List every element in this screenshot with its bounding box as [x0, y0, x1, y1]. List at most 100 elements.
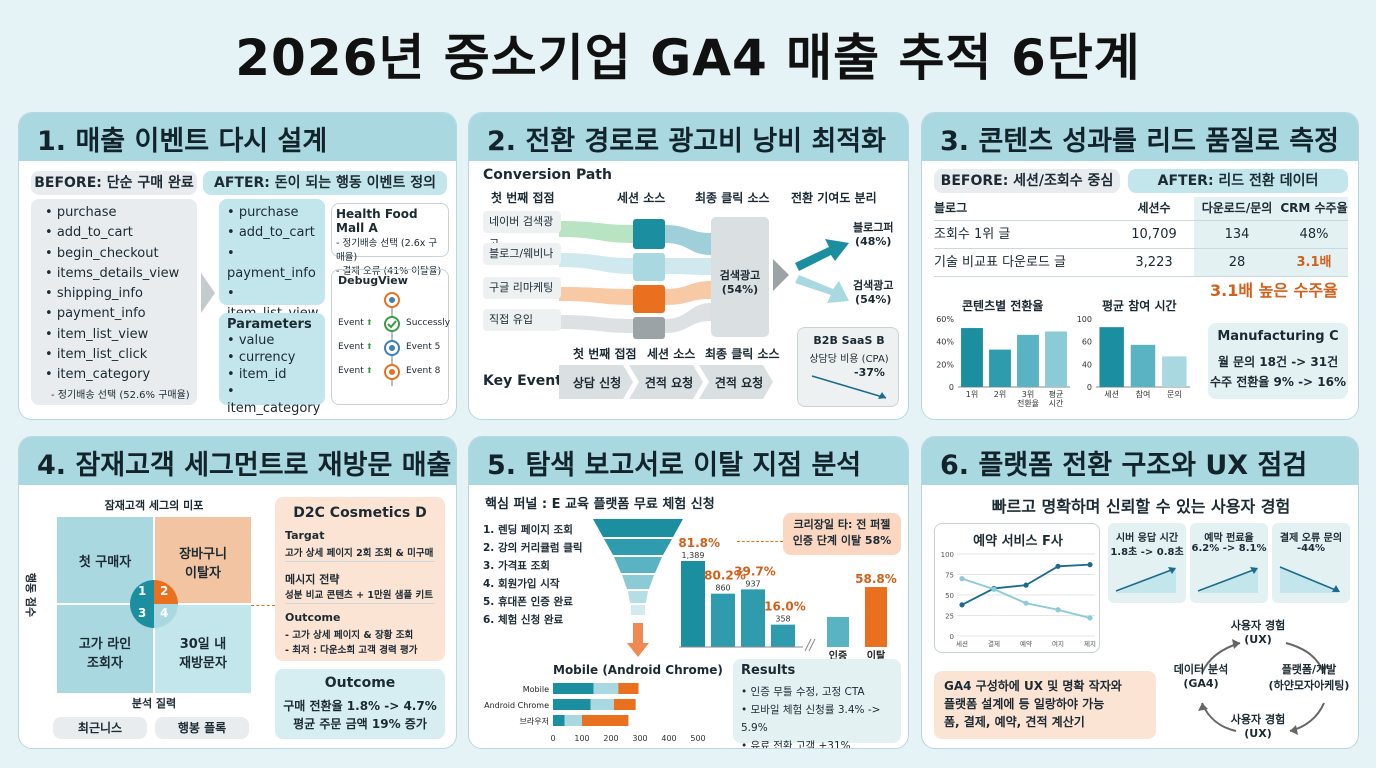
col-header-first: 첫 번째 접점 — [491, 191, 555, 205]
bar — [1162, 356, 1187, 387]
funnel-step: 1. 렌딩 페이지 조회 — [483, 524, 573, 536]
y-tick-label: 40% — [936, 338, 954, 347]
x-tick-label: 제지 — [1084, 639, 1096, 648]
table-header-row: 블로그 세션수 다운로드/문의 CRM 수주율 — [934, 197, 1348, 221]
debug-event-row: Event ⬆ Successly — [338, 318, 450, 342]
quadrant-4-label: 30일 내 재방문자 — [179, 637, 227, 671]
arrow-up-icon: ⬆ — [366, 342, 373, 351]
page-title: 2026년 중소기업 GA4 매출 추적 6단계 — [235, 29, 1141, 87]
metric-card-value: -44% — [1296, 543, 1326, 554]
funnel-bar — [771, 624, 795, 647]
matrix-title: 잠재고객 세그의 미포 — [104, 499, 204, 512]
outcome-box-line-2: 평균 주문 금액 19% 증가 — [293, 717, 427, 731]
parameters-list: valuecurrencyitem_iditem_category — [227, 332, 325, 417]
funnel-step: 4. 회원가입 시작 — [483, 578, 560, 590]
y-tick-label: 100 — [1077, 315, 1092, 324]
message-title: 메시지 전략 — [285, 573, 340, 586]
panel-6-title: 6. 플랫폼 전환 구조와 UX 점검 — [922, 437, 1358, 485]
metric-card-value: 6.2% -> 8.1% — [1191, 543, 1267, 554]
parameter-item: currency — [227, 349, 325, 366]
arrow-right-icon — [201, 273, 215, 313]
series-point — [959, 602, 965, 608]
case-line-2: - 결제 오류 (41% 이탈율) — [336, 266, 442, 277]
debug-event-list: Event ⬆ Successly Event ⬆ Event 5 Event ⬆ Event … — [338, 318, 450, 390]
mobile-bar-segment — [613, 699, 636, 710]
case-title: B2B SaaS B — [813, 334, 885, 347]
panel-5-title: 5. 탐색 보고서로 이탈 지점 분석 — [469, 437, 908, 485]
y-axis-label: 행동 점수 — [24, 572, 38, 618]
after-list-box: purchaseadd_to_cartpayment_infoitem_list… — [219, 199, 325, 362]
segment-matrix: 첫 구매자 장바구니 이탈자 고가 라인 조회자 30일 내 재방문자 1 2 … — [57, 517, 251, 693]
before-event-item: begin_checkout — [45, 244, 197, 264]
source-node: 블로그/웨비나 — [483, 243, 561, 265]
metric-card-value: 1.8초 -> 0.8초 — [1110, 547, 1184, 558]
x-tick-label: 전환율 — [1017, 398, 1039, 408]
x-tick-label: 세션 — [1104, 389, 1119, 399]
trend-up-icon — [1115, 567, 1176, 593]
after-label: AFTER: 리드 전환 데이터 — [1128, 169, 1348, 193]
reservation-chart-title: 예약 서비스 F사 — [973, 534, 1063, 549]
debug-event-label: Event — [338, 318, 364, 328]
panel-event-redesign: 1. 매출 이벤트 다시 설계 BEFORE: 단순 구매 완료 AFTER: … — [18, 112, 457, 420]
metric-card: 예막 펀료율 6.2% -> 8.1% — [1190, 523, 1268, 603]
attribution-bottom: 검색광고 (54%) — [853, 279, 894, 306]
chart2-title: 평균 참여 시간 — [1102, 299, 1177, 313]
conversion-path-title: Conversion Path — [483, 167, 612, 183]
panel-3-title: 3. 콘텐츠 성과를 리드 품질로 측정 — [922, 113, 1358, 161]
funnel-graphic — [593, 519, 683, 657]
funnel-bar-count: 1,389 — [682, 551, 705, 560]
y-tick-label: 60% — [936, 315, 954, 324]
case-line-2: 수주 전환율 9% -> 16% — [1209, 375, 1347, 389]
mobile-axis-tick: 200 — [603, 734, 618, 743]
mobile-bar-segment — [618, 683, 639, 694]
dropoff-pct: 58.8% — [855, 572, 897, 586]
divider — [285, 603, 435, 604]
mobile-bar-segment — [553, 715, 565, 726]
case-title: Manufacturing C — [1217, 329, 1339, 344]
case-box-b2b-saas: B2B SaaS B 상담당 비용 (CPA) -37% — [797, 327, 899, 407]
result-item: 유료 전환 고객 +31% — [741, 737, 901, 748]
panel-conversion-path: 2. 전환 경로로 광고비 낭비 최적화 Conversion Path 첫 번… — [468, 112, 909, 420]
case-box-d2c: D2C Cosmetics D Targat 고가 상세 페이지 2회 조회 &… — [275, 497, 445, 661]
after-event-item: payment_info — [227, 244, 325, 285]
verify-bar — [827, 617, 849, 647]
series-point — [1055, 607, 1061, 613]
y-tick-label: 50 — [945, 592, 954, 600]
series-point — [1023, 600, 1029, 606]
before-event-item: items_details_view — [45, 264, 197, 284]
panel-audience-segments: 4. 잠재고객 세그먼트로 재방문 매출 잠재고객 세그의 미포 행동 점수 첫… — [18, 436, 457, 749]
before-event-item: shipping_info — [45, 284, 197, 304]
case-box-manufacturing: Manufacturing C 월 문의 18건 -> 31건 수주 전환율 9… — [1208, 323, 1348, 399]
alert-callout: 크리장일 타: 전 퍼젤 인증 단계 이탈 58% — [783, 513, 901, 555]
message-text: 성분 비교 콘텐츠 + 1만원 샘플 키트 — [285, 590, 434, 601]
debug-event-status: Event 8 — [406, 366, 441, 376]
cell-sessions: 10,709 — [1131, 227, 1177, 242]
series-point — [1055, 563, 1061, 569]
results-list: 인증 무틀 수정, 고정 CTA모바일 체험 신청률 3.4% -> 5.9%유… — [741, 683, 901, 748]
debug-event-label: Event — [338, 366, 364, 376]
th-crm: CRM 수주율 — [1280, 197, 1348, 220]
final-click-node: 검색광고 (54%) — [719, 269, 761, 296]
x-tick-label: 세션 — [956, 639, 968, 648]
quadrant-2-label: 장바구니 이탈자 — [179, 547, 227, 581]
metric-card-title: 시버 응답 시간 — [1115, 533, 1179, 544]
mobile-bar-segment — [553, 683, 594, 694]
lead-table: 블로그 세션수 다운로드/문의 CRM 수주율 조회수 1위 글 10,709 13… — [934, 197, 1348, 277]
mobile-row-label: 브라우저 — [520, 717, 549, 726]
funnel-bar-pct: 39.7% — [734, 564, 776, 578]
quadrant-num-4: 4 — [160, 606, 169, 620]
quadrant-num-1: 1 — [138, 584, 147, 598]
mobile-axis-tick: 500 — [690, 734, 705, 743]
attribution-top: 블로그퍼 (48%) — [853, 221, 894, 248]
after-label: AFTER: 돈이 되는 행동 이벤트 정의 — [203, 171, 447, 195]
debug-event-row: Event ⬆ Event 8 — [338, 366, 448, 390]
metric-card-title: 결제 오류 문의 — [1279, 533, 1343, 544]
mobile-axis-tick: 0 — [550, 734, 555, 743]
col-header-attr: 전환 기여도 분리 — [791, 191, 877, 205]
y-tick-label: 25 — [945, 613, 954, 621]
outcome-box-title: Outcome — [324, 675, 396, 691]
cell-crm: 3.1배 — [1280, 249, 1348, 276]
x-tick-label: 1위 — [966, 390, 978, 399]
col-header-final: 최종 클릭 소스 — [695, 191, 770, 205]
key-header-final: 최종 클릭 소스 — [705, 347, 780, 361]
